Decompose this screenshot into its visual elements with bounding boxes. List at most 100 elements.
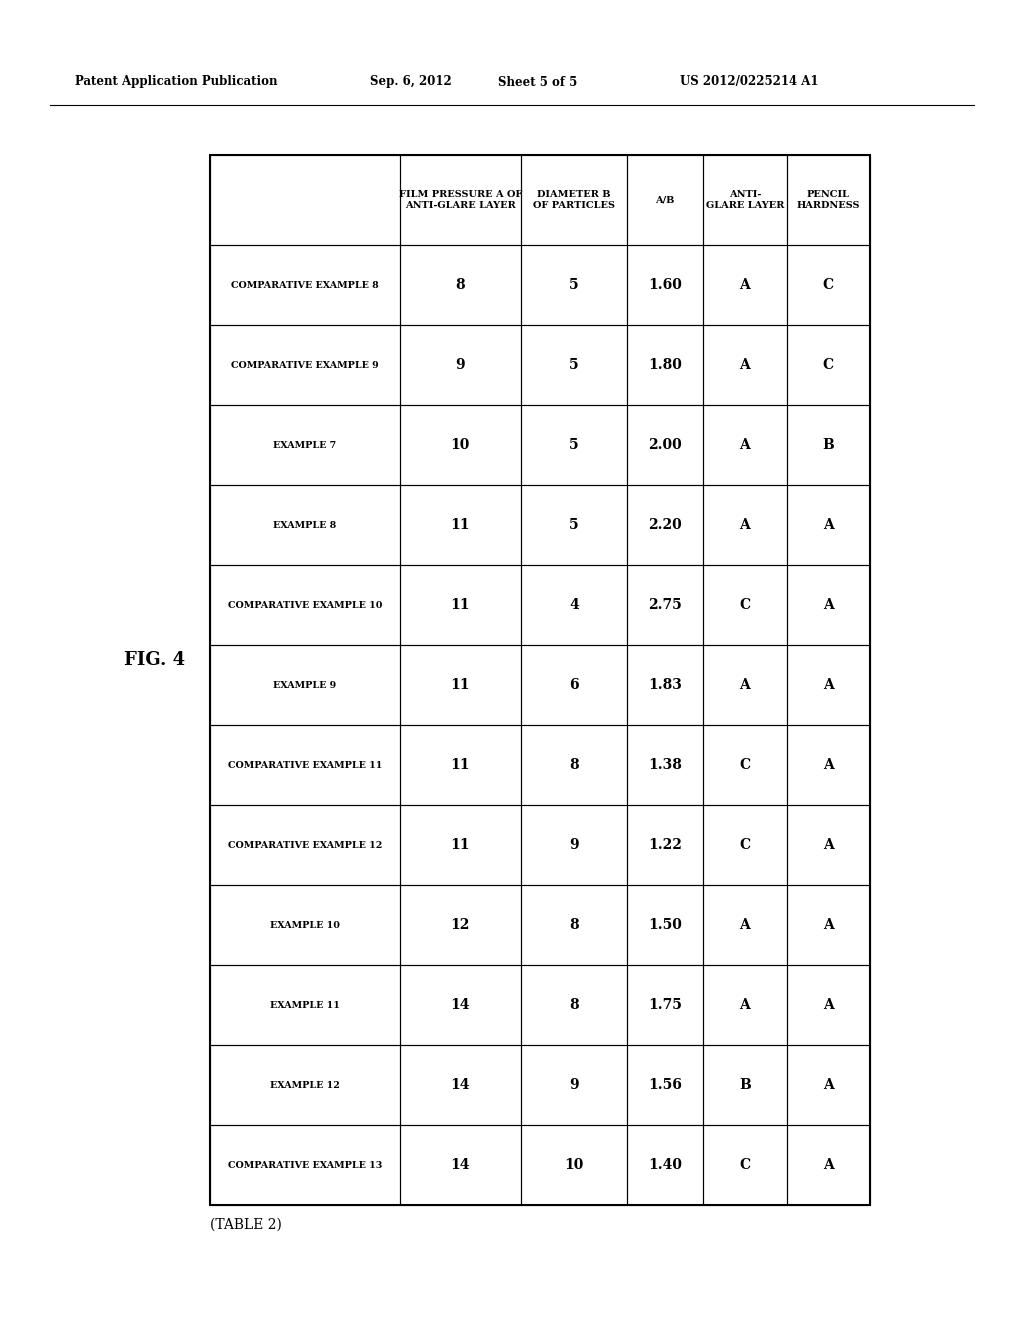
Text: 1.83: 1.83: [648, 678, 682, 692]
Text: Sep. 6, 2012: Sep. 6, 2012: [370, 75, 452, 88]
Bar: [521, 484, 628, 565]
Bar: [521, 325, 628, 405]
Bar: [210, 725, 399, 805]
Text: DIAMETER B
OF PARTICLES: DIAMETER B OF PARTICLES: [534, 190, 615, 210]
Bar: [786, 965, 870, 1045]
Bar: [786, 725, 870, 805]
Bar: [786, 1045, 870, 1125]
Text: US 2012/0225214 A1: US 2012/0225214 A1: [680, 75, 818, 88]
Text: A: A: [823, 517, 834, 532]
Bar: [628, 246, 703, 325]
Text: 9: 9: [569, 1078, 579, 1092]
Text: 5: 5: [569, 279, 579, 292]
Bar: [521, 1045, 628, 1125]
Bar: [786, 565, 870, 645]
Bar: [703, 246, 786, 325]
Text: A: A: [739, 917, 751, 932]
Text: A: A: [823, 917, 834, 932]
Bar: [521, 246, 628, 325]
Text: EXAMPLE 10: EXAMPLE 10: [270, 920, 340, 929]
Text: EXAMPLE 11: EXAMPLE 11: [270, 1001, 340, 1010]
Bar: [786, 246, 870, 325]
Bar: [210, 154, 870, 1205]
Text: A: A: [823, 838, 834, 851]
Text: A: A: [823, 598, 834, 612]
Bar: [786, 805, 870, 884]
Text: 2.20: 2.20: [648, 517, 682, 532]
Text: 11: 11: [451, 517, 470, 532]
Text: COMPARATIVE EXAMPLE 12: COMPARATIVE EXAMPLE 12: [227, 841, 382, 850]
Text: 1.50: 1.50: [648, 917, 682, 932]
Text: A: A: [739, 358, 751, 372]
Text: 2.00: 2.00: [648, 438, 682, 451]
Bar: [628, 884, 703, 965]
Bar: [628, 725, 703, 805]
Bar: [628, 565, 703, 645]
Text: B: B: [822, 438, 835, 451]
Text: 14: 14: [451, 1078, 470, 1092]
Bar: [210, 965, 399, 1045]
Text: 8: 8: [569, 998, 579, 1012]
Text: 1.40: 1.40: [648, 1158, 682, 1172]
Text: C: C: [739, 598, 751, 612]
Bar: [210, 154, 399, 246]
Bar: [628, 405, 703, 484]
Text: 11: 11: [451, 758, 470, 772]
Bar: [786, 405, 870, 484]
Bar: [210, 805, 399, 884]
Bar: [521, 565, 628, 645]
Text: Patent Application Publication: Patent Application Publication: [75, 75, 278, 88]
Text: 5: 5: [569, 517, 579, 532]
Text: 5: 5: [569, 358, 579, 372]
Text: 14: 14: [451, 1158, 470, 1172]
Text: COMPARATIVE EXAMPLE 13: COMPARATIVE EXAMPLE 13: [227, 1160, 382, 1170]
Bar: [521, 405, 628, 484]
Bar: [703, 805, 786, 884]
Text: 1.56: 1.56: [648, 1078, 682, 1092]
Bar: [210, 1045, 399, 1125]
Bar: [703, 154, 786, 246]
Text: PENCIL
HARDNESS: PENCIL HARDNESS: [797, 190, 860, 210]
Text: A: A: [823, 758, 834, 772]
Bar: [703, 645, 786, 725]
Text: A: A: [739, 438, 751, 451]
Text: A: A: [739, 998, 751, 1012]
Bar: [521, 725, 628, 805]
Text: 6: 6: [569, 678, 579, 692]
Text: 8: 8: [569, 917, 579, 932]
Bar: [628, 805, 703, 884]
Text: 9: 9: [456, 358, 465, 372]
Text: EXAMPLE 8: EXAMPLE 8: [273, 520, 337, 529]
Text: A: A: [823, 1158, 834, 1172]
Text: B: B: [739, 1078, 751, 1092]
Text: A: A: [823, 998, 834, 1012]
Bar: [703, 965, 786, 1045]
Bar: [399, 154, 521, 246]
Bar: [703, 884, 786, 965]
Bar: [703, 405, 786, 484]
Bar: [210, 325, 399, 405]
Bar: [399, 484, 521, 565]
Bar: [210, 484, 399, 565]
Bar: [628, 1045, 703, 1125]
Bar: [786, 1125, 870, 1205]
Text: C: C: [739, 838, 751, 851]
Text: FIG. 4: FIG. 4: [125, 651, 185, 669]
Text: COMPARATIVE EXAMPLE 11: COMPARATIVE EXAMPLE 11: [227, 760, 382, 770]
Bar: [628, 484, 703, 565]
Bar: [786, 325, 870, 405]
Bar: [786, 154, 870, 246]
Bar: [399, 325, 521, 405]
Text: 10: 10: [451, 438, 470, 451]
Bar: [628, 325, 703, 405]
Text: 11: 11: [451, 678, 470, 692]
Bar: [703, 565, 786, 645]
Bar: [628, 1125, 703, 1205]
Bar: [210, 565, 399, 645]
Bar: [210, 884, 399, 965]
Text: 12: 12: [451, 917, 470, 932]
Bar: [628, 154, 703, 246]
Bar: [210, 405, 399, 484]
Bar: [703, 725, 786, 805]
Bar: [399, 1125, 521, 1205]
